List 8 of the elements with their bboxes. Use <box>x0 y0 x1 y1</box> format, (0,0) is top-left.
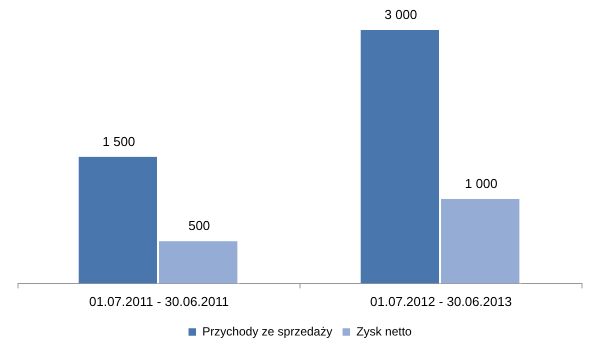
data-label: 500 <box>188 218 210 234</box>
x-tick-label: 01.07.2012 - 30.06.2013 <box>370 294 512 309</box>
data-label: 3 000 <box>384 7 418 22</box>
data-label: 1 000 <box>464 176 498 192</box>
data-label: 1 500 <box>102 134 136 149</box>
x-tick-label: 01.07.2011 - 30.06.2011 <box>89 294 229 309</box>
legend-label: Przychody ze sprzedaży <box>202 324 332 338</box>
legend-label: Zysk netto <box>356 324 412 338</box>
